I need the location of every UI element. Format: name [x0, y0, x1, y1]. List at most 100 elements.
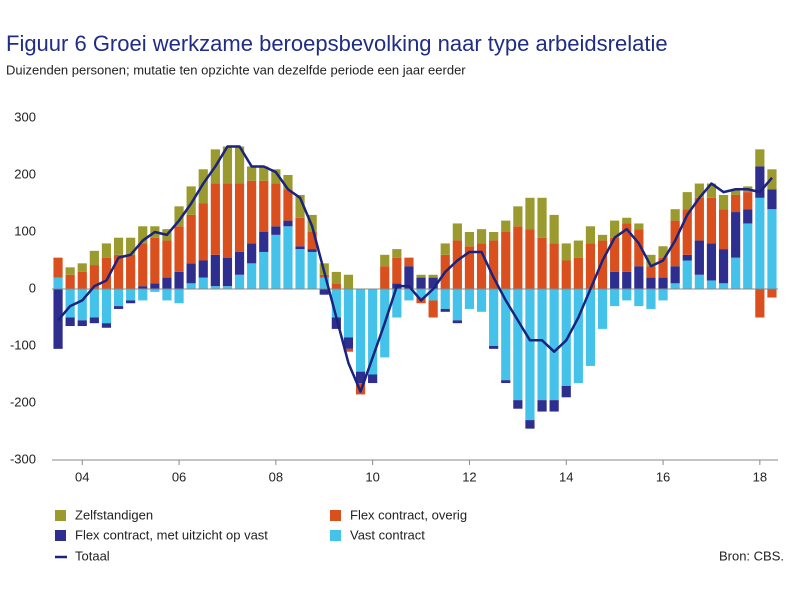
bar-segment — [731, 189, 741, 195]
bar-segment — [343, 289, 354, 338]
bar-segment — [283, 226, 293, 289]
bar-segment — [210, 254, 220, 287]
bar-segment — [101, 289, 112, 324]
chart-title: Figuur 6 Groei werkzame beroepsbevolking… — [6, 31, 668, 56]
bar-segment — [682, 192, 692, 210]
bar-segment — [634, 289, 644, 307]
bar-segment — [295, 194, 305, 218]
bar-segment — [162, 240, 172, 278]
bar-segment — [452, 289, 462, 321]
bar-segment — [743, 223, 753, 289]
bar-segment — [767, 209, 777, 289]
bar-segment — [658, 277, 668, 289]
legend-swatch — [330, 530, 341, 541]
bar-segment — [283, 189, 293, 221]
bar-segment — [283, 175, 293, 190]
bar-segment — [126, 237, 136, 255]
bar-segment — [428, 300, 438, 318]
x-tick-label: 14 — [559, 469, 573, 484]
bar-segment — [525, 229, 535, 289]
bar-segment — [706, 183, 717, 198]
x-tick-label: 16 — [656, 469, 670, 484]
x-tick-label: 18 — [753, 469, 767, 484]
bar-segment — [670, 283, 680, 289]
bar-segment — [755, 289, 765, 318]
bar-segment — [440, 243, 450, 255]
y-tick-label: -100 — [10, 337, 36, 352]
bar-segment — [234, 274, 245, 289]
bar-segment — [489, 240, 499, 289]
bar-segment — [597, 289, 608, 329]
bar-segment — [694, 183, 704, 198]
bar-segment — [126, 300, 136, 304]
bar-segment — [77, 263, 87, 272]
bar-segment — [150, 289, 160, 292]
bar-segment — [53, 277, 63, 289]
bar-segment — [404, 289, 414, 301]
bar-segment — [271, 169, 281, 184]
bar-segment — [610, 237, 620, 272]
x-tick-label: 10 — [365, 469, 379, 484]
bar-segment — [174, 226, 184, 272]
bar-segment — [731, 257, 741, 289]
bar-segment — [622, 217, 632, 224]
bar-segment — [755, 166, 765, 198]
bar-segment — [186, 263, 196, 284]
bar-segment — [755, 197, 765, 289]
bar-segment — [307, 232, 317, 250]
bar-segment — [271, 183, 281, 227]
bar-segment — [331, 271, 341, 284]
bar-segment — [513, 226, 523, 289]
bar-segment — [525, 420, 535, 429]
y-tick-label: -300 — [10, 451, 36, 466]
bar-segment — [126, 289, 136, 301]
bar-segment — [307, 251, 317, 289]
bar-segment — [295, 246, 305, 250]
bar-segment — [513, 400, 523, 409]
bar-segment — [186, 214, 196, 264]
bar-segment — [368, 374, 378, 384]
bar-segment — [392, 257, 402, 284]
bar-segment — [501, 380, 511, 384]
legend-label: Totaal — [75, 548, 110, 563]
legend-swatch — [55, 530, 66, 541]
bar-segment — [259, 166, 269, 181]
bar-segment — [210, 183, 220, 255]
bar-segment — [561, 385, 571, 398]
legend-label: Vast contract — [350, 527, 425, 542]
bar-segment — [392, 289, 402, 318]
bar-segment — [247, 166, 257, 181]
bar-segment — [416, 289, 426, 298]
bar-segment — [549, 400, 559, 412]
bar-segment — [743, 192, 753, 210]
bar-segment — [113, 289, 124, 307]
bar-segment — [682, 260, 692, 289]
bar-segment — [513, 206, 523, 227]
bar-segment — [174, 271, 184, 289]
bar-segment — [464, 246, 475, 289]
bar-segment — [573, 240, 583, 258]
bar-segment — [610, 220, 620, 238]
bar-segment — [646, 254, 656, 267]
bar-segment — [283, 220, 293, 227]
bar-segment — [610, 289, 620, 307]
bar-segment — [694, 240, 704, 275]
bar-segment — [89, 265, 99, 289]
bar-segment — [307, 249, 317, 252]
bar-segment — [489, 232, 499, 241]
bar-segment — [113, 254, 124, 289]
bar-segment — [259, 232, 269, 252]
bar-segment — [101, 243, 112, 258]
bar-segment — [549, 243, 559, 289]
bar-segment — [416, 274, 426, 278]
bar-segment — [561, 289, 571, 386]
bar-segment — [513, 289, 523, 401]
bar-segment — [767, 289, 777, 298]
bar-segment — [247, 180, 257, 244]
bar-segment — [404, 266, 414, 289]
legend-swatch — [330, 510, 341, 521]
bar-segment — [670, 209, 680, 221]
bar-segment — [597, 240, 608, 289]
bar-segment — [440, 308, 450, 312]
bar-segment — [646, 266, 656, 278]
